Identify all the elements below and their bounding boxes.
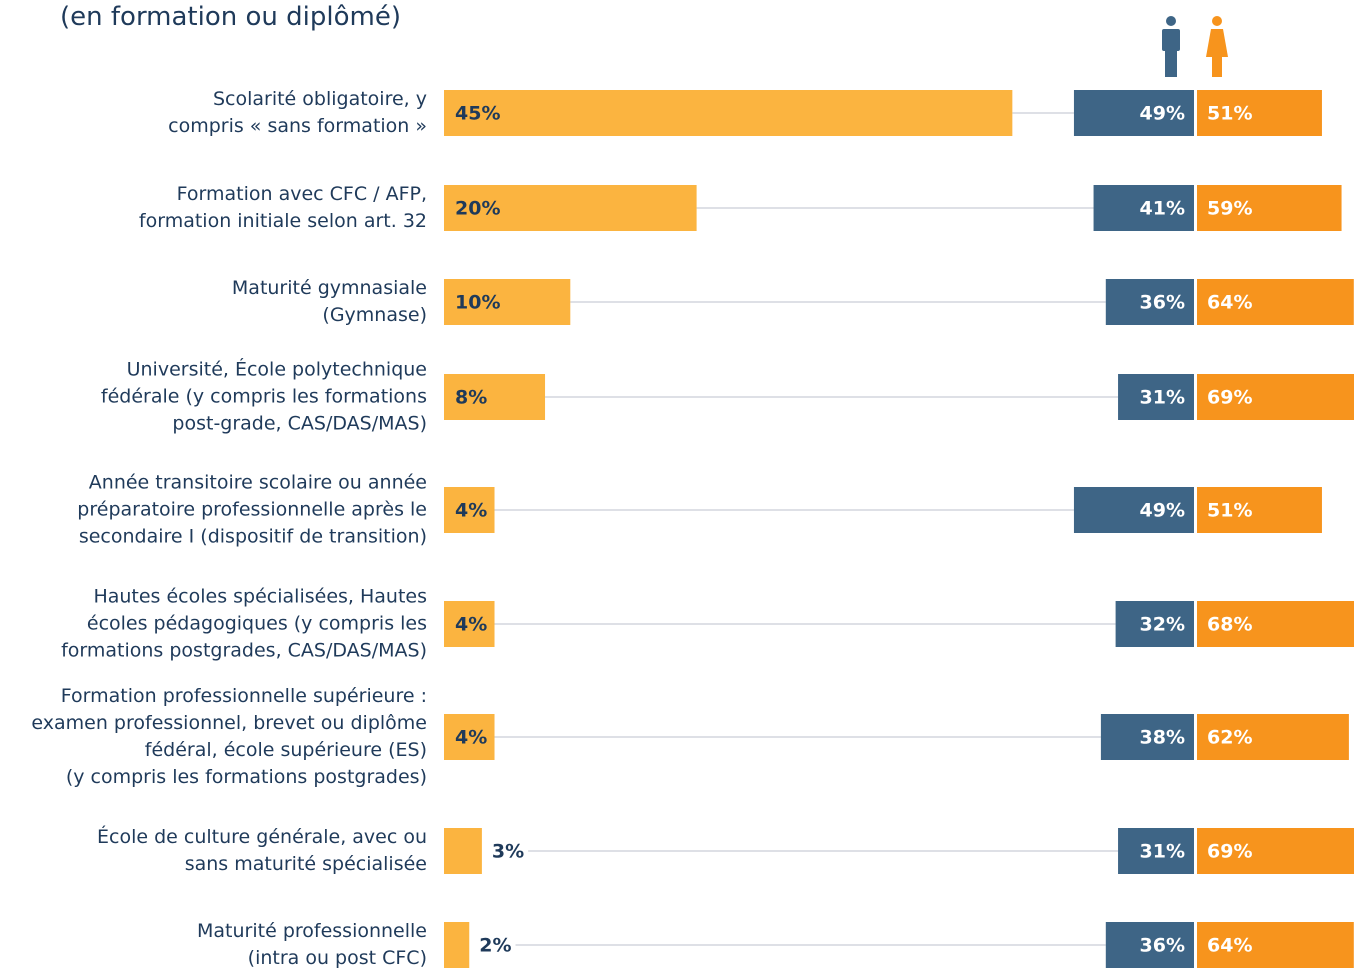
male-bar: [1118, 828, 1194, 874]
category-label: Maturité professionnelle (intra ou post …: [197, 920, 427, 968]
male-bar: [1093, 185, 1194, 231]
category-label: Hautes écoles spécialisées, Hautes école…: [61, 585, 427, 662]
male-label: 36%: [1140, 935, 1185, 957]
share-bar: [444, 922, 470, 968]
male-bar: [1115, 601, 1194, 647]
category-label: Maturité gymnasiale (Gymnase): [231, 277, 427, 326]
male-icon: [1162, 16, 1180, 77]
male-label: 31%: [1140, 841, 1185, 863]
share-bar: [444, 828, 482, 874]
female-bar: [1197, 374, 1354, 420]
female-bar: [1197, 279, 1354, 325]
share-bar: [444, 374, 546, 420]
male-label: 49%: [1140, 500, 1185, 522]
share-label: 10%: [455, 292, 500, 314]
female-label: 68%: [1207, 614, 1252, 636]
category-label: École de culture générale, avec ou sans …: [97, 826, 427, 875]
category-label: Formation avec CFC / AFP, formation init…: [138, 183, 427, 232]
female-icon: [1206, 16, 1228, 77]
chart-subtitle: (en formation ou diplômé): [60, 2, 401, 32]
female-label: 64%: [1207, 292, 1252, 314]
female-label: 51%: [1207, 103, 1252, 125]
female-bar: [1197, 90, 1322, 136]
share-label: 4%: [455, 500, 487, 522]
male-label: 36%: [1140, 292, 1185, 314]
female-bar: [1197, 714, 1349, 760]
male-bar: [1073, 90, 1194, 136]
male-label: 38%: [1140, 727, 1185, 749]
share-bar: [444, 714, 495, 760]
category-label: Université, École polytechnique fédérale…: [100, 358, 427, 435]
male-bar: [1073, 487, 1194, 533]
female-label: 69%: [1207, 841, 1252, 863]
male-label: 49%: [1140, 103, 1185, 125]
category-label: Formation professionnelle supérieure : e…: [31, 685, 427, 788]
male-bar: [1118, 374, 1194, 420]
share-label: 2%: [479, 935, 511, 957]
female-label: 59%: [1207, 198, 1252, 220]
male-bar: [1100, 714, 1194, 760]
female-label: 64%: [1207, 935, 1252, 957]
female-label: 69%: [1207, 387, 1252, 409]
male-label: 32%: [1140, 614, 1185, 636]
female-label: 51%: [1207, 500, 1252, 522]
male-label: 41%: [1140, 198, 1185, 220]
share-label: 20%: [455, 198, 500, 220]
male-bar: [1105, 922, 1194, 968]
share-label: 8%: [455, 387, 487, 409]
share-label: 4%: [455, 727, 487, 749]
male-label: 31%: [1140, 387, 1185, 409]
category-label: Scolarité obligatoire, y compris « sans …: [168, 88, 427, 137]
share-label: 4%: [455, 614, 487, 636]
share-bar: [444, 90, 1013, 136]
share-bar: [444, 185, 697, 231]
category-label: Année transitoire scolaire ou année prép…: [77, 471, 427, 548]
share-bar: [444, 601, 495, 647]
share-label: 45%: [455, 103, 500, 125]
share-label: 3%: [492, 841, 524, 863]
male-bar: [1105, 279, 1194, 325]
female-bar: [1197, 922, 1354, 968]
share-bar: [444, 279, 571, 325]
female-bar: [1197, 185, 1342, 231]
female-bar: [1197, 487, 1322, 533]
share-bar: [444, 487, 495, 533]
female-bar: [1197, 601, 1354, 647]
female-bar: [1197, 828, 1354, 874]
female-label: 62%: [1207, 727, 1252, 749]
